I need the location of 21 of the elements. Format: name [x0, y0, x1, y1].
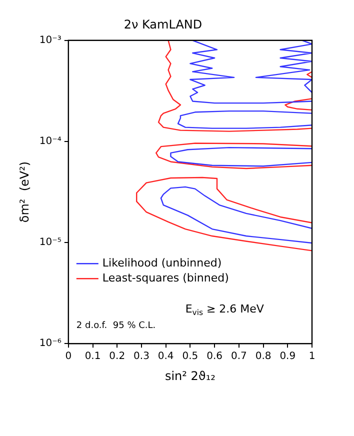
- x-tick-label: 0.2: [109, 351, 126, 362]
- legend-label: Least-squares (binned): [102, 271, 229, 284]
- x-tick-label: 0: [65, 351, 72, 362]
- x-tick-label: 0.8: [255, 351, 272, 362]
- x-tick-label: 0.5: [182, 351, 198, 362]
- x-tick-label: 0.6: [206, 351, 223, 362]
- x-tick-label: 0.3: [134, 351, 150, 362]
- y-axis-title: δm² (eV²): [17, 161, 32, 223]
- y-tick-label: 10⁻⁵: [39, 237, 62, 248]
- annotation: 2 d.o.f. 95 % C.L.: [76, 320, 156, 331]
- x-axis-title: sin² 2ϑ₁₂: [164, 368, 216, 383]
- chart-title: 2ν KamLAND: [124, 17, 202, 32]
- y-tick-label: 10⁻⁶: [39, 338, 62, 350]
- x-tick-label: 1: [308, 351, 316, 362]
- y-tick-label: 10⁻⁴: [39, 136, 62, 148]
- x-tick-label: 0.4: [158, 351, 174, 362]
- x-tick-label: 0.7: [230, 351, 247, 362]
- x-tick-label: 0.9: [280, 351, 296, 362]
- y-tick-label: 10⁻³: [39, 34, 62, 46]
- x-tick-label: 0.1: [84, 351, 101, 362]
- legend-label: Likelihood (unbinned): [102, 256, 222, 270]
